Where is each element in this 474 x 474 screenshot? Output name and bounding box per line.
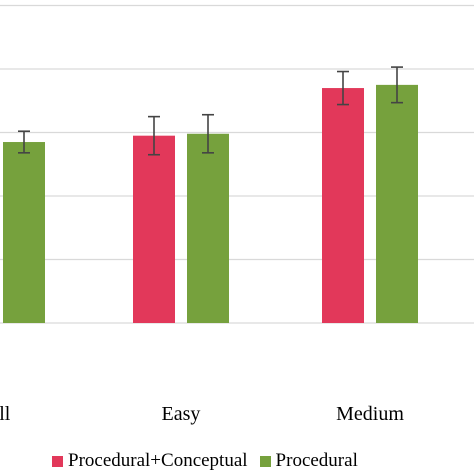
- legend-swatch-series-1: [52, 455, 63, 467]
- legend-label-series-1: Procedural+Conceptual: [68, 450, 248, 471]
- bar-series-2-easy: [187, 133, 229, 323]
- error-bar-series-2-medium: [391, 66, 403, 104]
- legend: Procedural+Conceptual Procedural: [52, 450, 370, 472]
- error-bar-series-2-easy: [202, 113, 214, 154]
- error-bar-series-1-medium: [337, 70, 349, 106]
- error-bar-series-2-overall: [18, 130, 30, 154]
- bars: [3, 84, 418, 323]
- bar-series-1-easy: [133, 135, 175, 323]
- error-bars: [18, 66, 403, 156]
- category-label-easy: Easy: [162, 403, 201, 425]
- bar-series-1-medium: [322, 88, 364, 323]
- error-bar-series-1-easy: [148, 115, 160, 156]
- legend-item-series-2: Procedural: [259, 450, 358, 472]
- legend-swatch-series-2: [259, 455, 271, 467]
- bar-series-2-medium: [376, 84, 418, 323]
- legend-label-series-2: Procedural: [275, 450, 358, 471]
- category-labels: rall Easy Medium: [0, 403, 404, 425]
- category-label-medium: Medium: [336, 403, 404, 425]
- category-label-overall: rall: [0, 403, 11, 425]
- bar-series-2-overall: [3, 142, 45, 323]
- legend-item-series-1: Procedural+Conceptual: [52, 450, 248, 472]
